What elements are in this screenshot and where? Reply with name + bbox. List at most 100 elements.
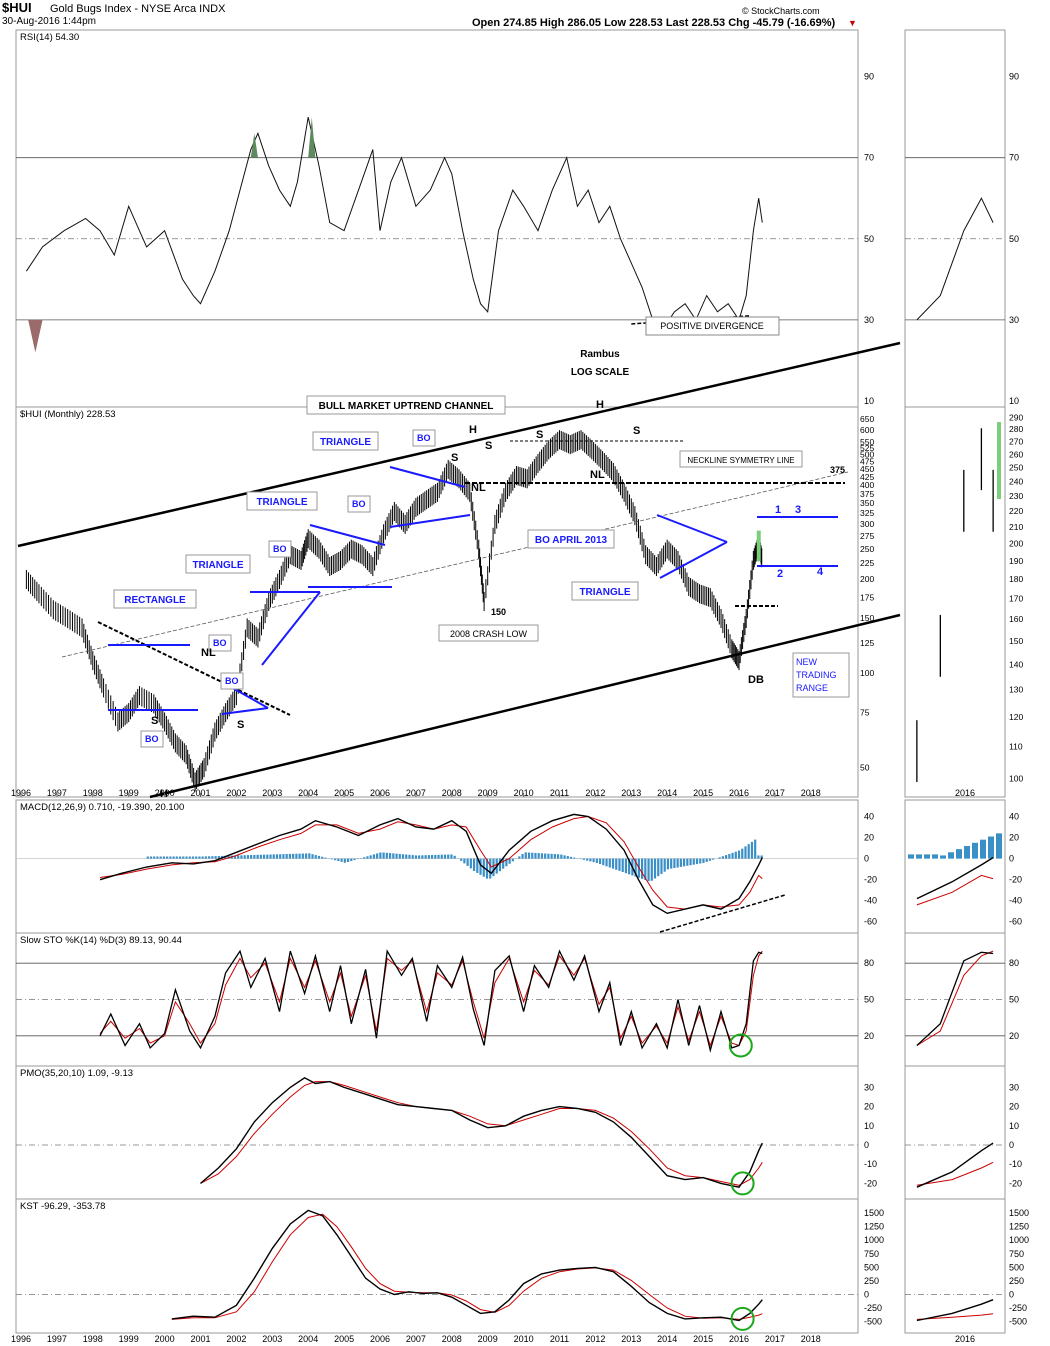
divergence-box [645,316,780,336]
y-tick-kst: 1000 [864,1235,884,1245]
mark-S: S [536,429,543,441]
y-tick-sto: 50 [864,995,874,1005]
macd-hist-bar [185,856,188,859]
macd-hist-bar [376,853,379,859]
y-tick-macd: 0 [864,854,869,864]
macd-hist-bar [666,858,670,870]
year-tick-bottom: 2001 [190,1334,210,1344]
triangle-label-4-box [571,581,639,601]
macd-hist-bar [388,853,392,859]
inset-pmo-line [916,1142,994,1188]
copyright: © StockCharts.com [742,6,820,16]
macd-hist-bar [760,855,763,859]
inset-y-tick-macd: -60 [1009,917,1022,927]
macd-hist-bar [350,858,353,862]
year-tick-bottom: 2009 [478,1334,498,1344]
macd-hist-bar [592,858,595,863]
macd-hist-bar [628,858,631,875]
y-tick-pmo: 10 [864,1121,874,1131]
panel-title-sto: Slow STO %K(14) %D(3) 89.13, 90.44 [20,935,182,946]
macd-hist-bar [178,856,182,859]
year-tick-bottom: 2007 [406,1334,426,1344]
macd-line [99,813,763,915]
mark-BO: BO [145,734,159,744]
price-y-tick: 250 [860,544,874,554]
macd-hist-bar [634,858,637,877]
macd-hist-bar [295,853,298,859]
macd-hist-bar [728,853,731,859]
macd-hist-bar [582,858,586,860]
macd-hist-bar [657,858,660,877]
pmo-line [200,1076,763,1188]
pattern-line [389,466,466,488]
macd-hist-bar [346,858,350,862]
mark-BO: BO [225,676,239,686]
macd-hist-bar [233,855,237,859]
y-tick-rsi: 30 [864,315,874,325]
macd-hist-bar [169,856,172,859]
macd-hist-bar [550,853,553,859]
inset-y-tick-kst: 1000 [1009,1235,1029,1245]
inset-y-tick-macd: 40 [1009,812,1019,822]
y-tick-kst: 0 [864,1289,869,1299]
pattern-line [309,524,386,546]
macd-hist-bar [240,855,243,859]
macd-hist-bar [353,858,356,861]
macd-hist-bar [227,855,230,859]
macd-hist-bar [330,858,334,860]
mark-BO: BO [352,499,366,509]
year-tick-bottom: 2002 [226,1334,246,1344]
macd-hist-bar [191,856,195,859]
macd-hist-bar [427,855,430,859]
inset-price-y-tick: 270 [1009,437,1023,447]
inset-macd-hist [988,836,994,859]
price-y-tick: 475 [860,457,874,467]
macd-hist-bar [598,858,602,865]
year-tick-bottom: 2005 [334,1334,354,1344]
y-tick-rsi: 50 [864,234,874,244]
macd-hist-bar [201,856,204,859]
inset-macd-hist [932,854,938,859]
mark-H: H [160,788,168,800]
inset-price-y-tick: 230 [1009,491,1023,501]
macd-hist-bar [214,856,217,859]
y-tick-pmo: 20 [864,1102,874,1112]
price-y-tick: 225 [860,558,874,568]
macd-hist-bar [372,854,376,859]
inset-price-y-tick: 130 [1009,685,1023,695]
oversold-fill [28,319,43,353]
inset-price-y-tick: 200 [1009,538,1023,548]
macd-hist-bar [605,858,608,867]
triangle-label-2: TRIANGLE [256,497,307,508]
price-y-tick: 550 [860,437,874,447]
macd-hist-bar [511,858,514,862]
inset-macd [904,799,1006,934]
macd-hist-bar [450,854,453,859]
symbol-label: $HUI [2,0,32,15]
macd-hist-bar [217,855,220,859]
kst-circle [730,1306,755,1331]
price-y-tick: 400 [860,480,874,490]
panel-rsi [15,29,859,408]
y-tick-kst: 250 [864,1276,879,1286]
macd-hist-bar [166,856,169,859]
macd-hist-bar [460,858,463,861]
sto-k [99,949,763,1053]
new-range-label: NEW [796,657,818,667]
macd-hist-bar [505,858,508,867]
bo-box [220,672,244,690]
macd-hist-bar [324,857,327,859]
mark-3: 3 [795,504,801,516]
mark-150: 150 [491,607,506,617]
nl-1998 [97,621,291,716]
macd-hist-bar [676,858,679,868]
price-y-tick: 600 [860,425,874,435]
macd-hist-bar [492,858,495,877]
pattern-line [261,591,321,666]
macd-hist-bar [282,854,285,859]
year-tick-bottom: 2003 [262,1334,282,1344]
inset-price-y-tick: 100 [1009,774,1023,784]
macd-hist-bar [531,852,534,859]
inset-y-tick-kst: 250 [1009,1276,1024,1286]
